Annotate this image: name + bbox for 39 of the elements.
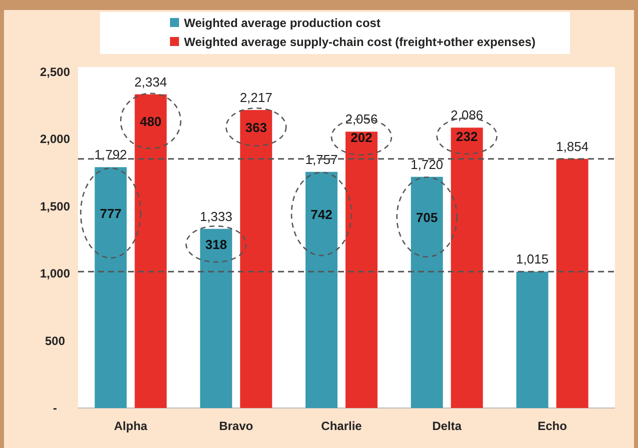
legend-label: Weighted average supply-chain cost (freight+other expenses) xyxy=(184,35,536,49)
y-tick-label: - xyxy=(53,401,57,415)
data-label: 1,757 xyxy=(305,152,338,167)
bar xyxy=(450,128,483,408)
y-tick-label: 500 xyxy=(44,334,66,348)
bar xyxy=(516,272,548,408)
data-label: 2,334 xyxy=(134,74,167,90)
bar xyxy=(200,228,232,408)
y-tick-label: 2,000 xyxy=(40,132,70,146)
annotation: 318 xyxy=(205,237,227,252)
data-label: 2,217 xyxy=(240,90,272,106)
data-label: 2,086 xyxy=(450,108,484,123)
x-tick-label: Echo xyxy=(538,419,567,433)
data-label: 1,720 xyxy=(410,156,444,172)
bar xyxy=(94,167,127,408)
y-tick-label: 2,500 xyxy=(40,65,70,79)
y-tick-label: 1,500 xyxy=(40,199,70,214)
annotation: 232 xyxy=(456,129,478,144)
bar xyxy=(240,110,272,408)
data-label: 1,333 xyxy=(200,208,232,224)
annotation: 742 xyxy=(310,206,332,222)
annotation: 480 xyxy=(140,114,162,129)
annotation: 705 xyxy=(416,210,438,226)
x-tick-label: Charlie xyxy=(321,419,362,433)
bar xyxy=(134,94,167,408)
data-label: 1,854 xyxy=(556,138,589,154)
x-tick-label: Delta xyxy=(432,419,462,433)
x-tick-label: Bravo xyxy=(219,419,254,433)
annotation: 363 xyxy=(245,120,267,135)
annotation: 202 xyxy=(350,130,372,145)
bar xyxy=(346,132,378,408)
x-tick-label: Alpha xyxy=(114,419,148,433)
bar xyxy=(410,176,443,408)
data-label: 1,015 xyxy=(516,252,549,267)
y-tick-label: 1,000 xyxy=(40,266,70,281)
bar xyxy=(306,172,338,408)
annotation: 777 xyxy=(100,206,122,222)
legend-label: Weighted average production cost xyxy=(184,16,380,30)
bar xyxy=(556,158,588,408)
